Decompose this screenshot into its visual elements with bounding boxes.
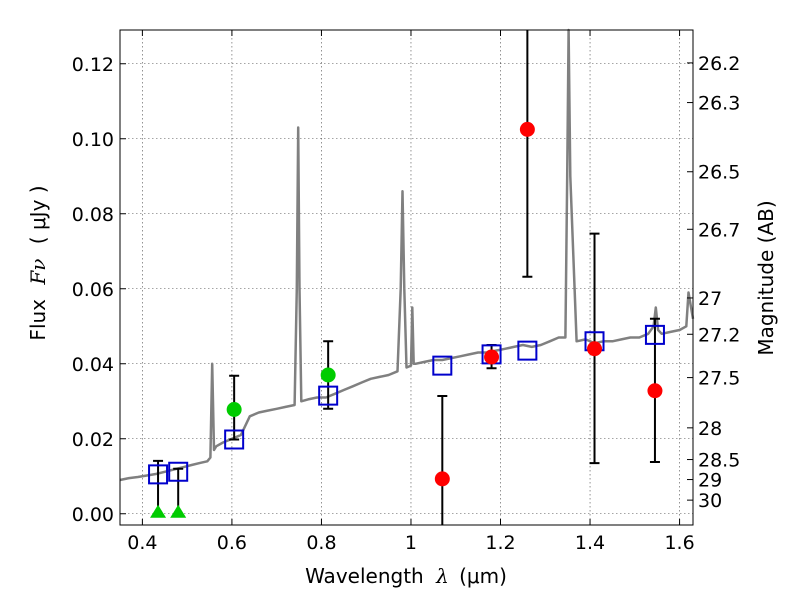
x-tick-label: 1.2 xyxy=(485,532,515,554)
y2-tick-label: 28 xyxy=(698,418,722,440)
upper-limit-triangle xyxy=(170,504,187,518)
plot-frame xyxy=(119,29,694,526)
hst-flux-point xyxy=(320,367,336,383)
upper-limit-triangle xyxy=(150,504,167,518)
ir-flux-point xyxy=(519,121,535,137)
x-axis-label-symbol: λ xyxy=(435,564,449,588)
x-tick-label: 1 xyxy=(405,532,417,554)
y2-tick-label: 26.7 xyxy=(698,219,740,241)
ir-flux-point xyxy=(647,383,663,399)
y2-tick-label: 26.2 xyxy=(698,53,740,75)
x-axis-label-prefix: Wavelength xyxy=(305,564,424,588)
spectrum-layer xyxy=(119,28,695,482)
y-tick-label: 0.00 xyxy=(72,504,114,526)
ir-flux-point xyxy=(587,341,603,357)
ir-flux-point xyxy=(484,349,500,365)
x-tick-label: 0.6 xyxy=(217,532,247,554)
x-tick-label: 0.8 xyxy=(306,532,336,554)
y2-tick-label: 26.3 xyxy=(698,93,740,115)
model-flux-square xyxy=(168,461,189,482)
x-axis-label: Wavelength λ (μm) xyxy=(305,564,507,588)
x-tick-label: 0.4 xyxy=(127,532,157,554)
y-tick-label: 0.06 xyxy=(72,279,114,301)
y-axis-label-prefix: Flux xyxy=(26,299,50,341)
marker-layer xyxy=(148,121,665,518)
model-flux-square xyxy=(432,355,453,376)
y-tick-label: 0.04 xyxy=(72,354,114,376)
y2-tick-label: 27.2 xyxy=(698,324,740,346)
model-flux-square xyxy=(517,340,538,361)
errorbar-layer xyxy=(153,30,660,525)
y-tick-label: 0.02 xyxy=(72,429,114,451)
x-tick-label: 1.4 xyxy=(575,532,605,554)
y-tick-label: 0.08 xyxy=(72,204,114,226)
y2-tick-label: 30 xyxy=(698,490,722,512)
y2-tick-label: 29 xyxy=(698,470,722,492)
spectrum-line xyxy=(119,28,695,482)
y2-tick-label: 27.5 xyxy=(698,368,740,390)
y-axis-label-unit: ( μJy ) xyxy=(26,185,50,244)
grid xyxy=(120,30,693,525)
model-flux-square xyxy=(318,385,339,406)
model-flux-square xyxy=(148,464,169,485)
model-flux-square xyxy=(644,324,665,345)
model-flux-square xyxy=(224,429,245,450)
hst-flux-point xyxy=(226,402,242,417)
y2-axis-label: Magnitude (AB) xyxy=(754,200,778,355)
x-axis-label-unit: (μm) xyxy=(459,564,507,588)
y2-tick-label: 27 xyxy=(698,288,722,310)
y2-tick-label: 28.5 xyxy=(698,450,740,472)
y-tick-label: 0.12 xyxy=(72,54,114,76)
y-tick-label: 0.10 xyxy=(72,129,114,151)
ir-flux-point xyxy=(434,471,450,487)
x-tick-label: 1.6 xyxy=(664,532,694,554)
tick-layer: 0.4 0.6 0.8 1 1.2 1.4 1.6 0.00 0.02 0.04 0.06 0.08 0… xyxy=(72,30,740,554)
y2-tick-label: 26.5 xyxy=(698,162,740,184)
y-axis-label-symbol: Fν xyxy=(26,259,50,286)
y-axis-label: Flux Fν ( μJy ) xyxy=(26,185,50,340)
